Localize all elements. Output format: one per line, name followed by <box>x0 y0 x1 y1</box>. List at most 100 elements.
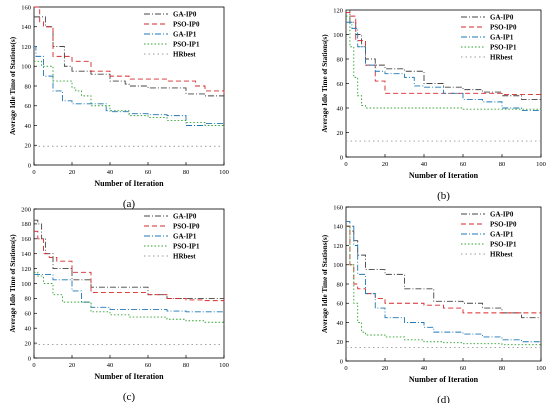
legend-label: PSO-IP0 <box>490 24 517 32</box>
series-line-ga-ip0 <box>34 16 224 97</box>
x-tick-label: 100 <box>536 161 546 168</box>
y-tick-label: 140 <box>21 24 31 31</box>
series-line-ga-ip1 <box>34 46 224 126</box>
y-tick-label: 80 <box>337 281 344 288</box>
y-tick-label: 0 <box>340 154 343 161</box>
x-tick-label: 60 <box>460 161 467 168</box>
x-tick-label: 20 <box>382 365 389 372</box>
y-tick-label: 40 <box>25 326 32 333</box>
y-tick-label: 160 <box>333 204 343 211</box>
y-tick-label: 20 <box>25 143 32 150</box>
y-tick-label: 20 <box>337 339 344 346</box>
legend-label: HRbest <box>173 253 196 261</box>
series-line-ga-ip1 <box>346 21 541 111</box>
x-tick-label: 0 <box>32 362 35 369</box>
y-axis-label: Average Idle Time of Stations(s) <box>9 36 17 135</box>
y-tick-label: 0 <box>28 355 31 362</box>
chart-panel: 0 20 40 60 80 100 0 20 40 60 80 100 120 140 160 Number … <box>321 204 546 403</box>
x-tick-label: 80 <box>183 169 190 176</box>
x-tick-label: 100 <box>219 362 229 369</box>
x-tick-label: 40 <box>107 362 114 369</box>
series-line-pso-ip1 <box>346 225 541 346</box>
chart-panel: 0 20 40 60 80 100 0 20 40 60 80 100 120 140 160 Number … <box>9 4 229 210</box>
y-tick-label: 160 <box>21 4 31 11</box>
y-tick-label: 100 <box>21 281 31 288</box>
x-tick-label: 60 <box>145 169 152 176</box>
legend: GA-IP0 PSO-IP0 GA-IP1 PSO-IP1 HRbest <box>461 211 517 259</box>
y-tick-label: 0 <box>340 358 343 365</box>
y-tick-label: 100 <box>333 262 343 269</box>
y-axis-label: Average Idle Time of Stations(s) <box>321 34 329 133</box>
series-line-ga-ip1 <box>346 220 541 343</box>
x-tick-label: 60 <box>145 362 152 369</box>
legend: GA-IP0 PSO-IP0 GA-IP1 PSO-IP1 HRbest <box>461 14 517 62</box>
x-tick-label: 20 <box>69 169 76 176</box>
chart-panel: 0 20 40 60 80 100 0 20 40 60 80 100 120 Number of Ite… <box>321 7 546 202</box>
series-line-ga-ip0 <box>346 225 542 321</box>
y-tick-label: 140 <box>21 251 31 258</box>
legend-label: GA-IP0 <box>490 211 514 219</box>
x-axis-label: Number of Iteration <box>409 375 479 384</box>
legend-label: PSO-IP0 <box>173 21 200 29</box>
y-axis-label: Average Idle Time of Stations(s) <box>9 234 17 333</box>
chart-panel: 0 20 40 60 80 100 0 20 40 60 80 100 120 140 160 180 200 N… <box>9 206 229 403</box>
legend: GA-IP0 PSO-IP0 GA-IP1 PSO-IP1 HRbest <box>144 11 200 59</box>
y-tick-label: 60 <box>25 311 32 318</box>
series-line-pso-ip0 <box>346 12 541 95</box>
y-tick-label: 60 <box>337 301 344 308</box>
x-tick-label: 40 <box>421 365 428 372</box>
legend-label: PSO-IP1 <box>173 41 200 49</box>
series-line-ga-ip0 <box>34 219 224 299</box>
legend-label: GA-IP0 <box>173 213 197 221</box>
x-tick-label: 80 <box>499 161 506 168</box>
legend-label: PSO-IP1 <box>490 241 517 249</box>
legend-label: GA-IP1 <box>173 31 197 39</box>
y-tick-label: 120 <box>333 7 343 14</box>
y-tick-label: 20 <box>25 340 32 347</box>
y-tick-label: 160 <box>21 236 31 243</box>
legend-label: HRbest <box>490 54 513 62</box>
y-axis-label: Average Idle Time of Stations(s) <box>321 234 329 333</box>
legend-label: GA-IP1 <box>490 231 514 239</box>
series-line-ga-ip1 <box>34 274 225 313</box>
legend-label: PSO-IP1 <box>173 243 200 251</box>
x-tick-label: 40 <box>421 161 428 168</box>
panel-label: (d) <box>437 394 450 403</box>
x-tick-label: 0 <box>32 169 35 176</box>
y-tick-label: 140 <box>333 224 343 231</box>
series-line-pso-ip1 <box>34 271 225 325</box>
legend-label: GA-IP1 <box>173 233 197 241</box>
y-tick-label: 80 <box>25 83 32 90</box>
y-tick-label: 100 <box>333 32 343 39</box>
x-tick-label: 0 <box>344 161 347 168</box>
legend-label: GA-IP0 <box>173 11 197 19</box>
legend-label: HRbest <box>173 51 196 59</box>
legend-label: HRbest <box>490 251 513 259</box>
x-tick-label: 60 <box>460 365 467 372</box>
x-tick-label: 80 <box>499 365 506 372</box>
plot-frame <box>33 208 225 359</box>
y-tick-label: 180 <box>21 221 31 228</box>
y-tick-label: 120 <box>333 243 343 250</box>
y-tick-label: 0 <box>28 162 31 169</box>
panel-label: (a) <box>123 198 136 210</box>
y-tick-label: 80 <box>337 56 344 63</box>
legend-label: PSO-IP0 <box>490 221 517 229</box>
panel-label: (b) <box>437 190 450 202</box>
x-tick-label: 20 <box>69 362 76 369</box>
legend: GA-IP0 PSO-IP0 GA-IP1 PSO-IP1 HRbest <box>144 213 200 261</box>
panel-label: (c) <box>123 391 136 403</box>
series-line-pso-ip0 <box>34 6 225 94</box>
x-tick-label: 100 <box>219 169 229 176</box>
y-tick-label: 40 <box>25 123 32 130</box>
legend-label: GA-IP0 <box>490 14 514 22</box>
y-tick-label: 40 <box>337 320 344 327</box>
y-tick-label: 60 <box>25 103 32 110</box>
y-tick-label: 40 <box>337 105 344 112</box>
series-line-pso-ip0 <box>34 230 225 302</box>
series-line-pso-ip1 <box>34 60 225 128</box>
y-tick-label: 20 <box>337 130 344 137</box>
legend-label: GA-IP1 <box>490 34 514 42</box>
x-tick-label: 100 <box>536 365 546 372</box>
